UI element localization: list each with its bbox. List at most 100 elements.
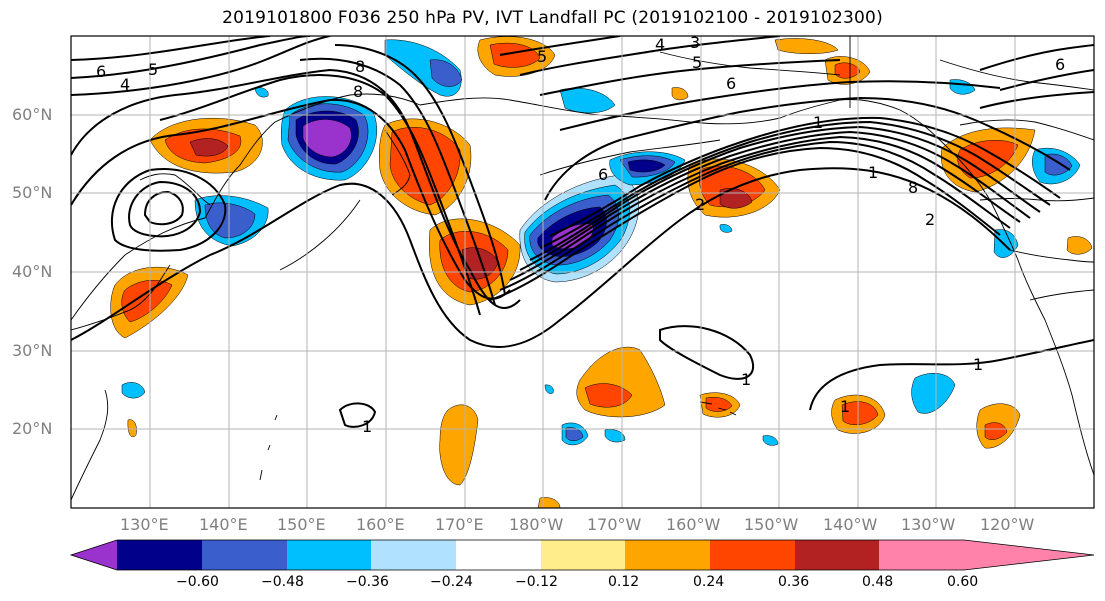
colorbar-swatch — [287, 540, 371, 570]
colorbar-tick-label: 0.36 — [778, 574, 810, 590]
contour-label: 6 — [1055, 55, 1065, 74]
pv-contour — [499, 36, 621, 56]
colorbar-swatch — [371, 540, 456, 570]
pv-contour — [979, 44, 1094, 71]
lat-label-30n: 30°N — [12, 341, 53, 360]
contour-label: 8 — [355, 57, 365, 76]
shade-positive — [774, 38, 839, 54]
coastline — [659, 51, 841, 76]
shade-negative — [565, 427, 584, 441]
coastline — [1009, 249, 1094, 263]
pv-contour — [979, 91, 1094, 109]
shade-positive — [127, 419, 137, 438]
shade-negative — [762, 435, 779, 446]
colorbar-tick-label: −0.36 — [346, 574, 389, 590]
shade-negative — [429, 59, 463, 87]
contour-label: 8 — [353, 82, 363, 101]
lon-label: 170°W — [587, 515, 642, 534]
pv-contour — [519, 130, 1031, 271]
pv-contour — [519, 36, 781, 76]
colorbar-tick-label: −0.60 — [176, 574, 219, 590]
pv-contour — [549, 116, 1061, 237]
coastline — [779, 99, 951, 151]
contour-label: 5 — [148, 60, 158, 79]
pv-contour — [338, 402, 377, 428]
pv-contour — [559, 80, 1001, 131]
pv-contour — [71, 36, 331, 96]
shade-positive — [189, 138, 229, 157]
lon-label: 170°E — [435, 515, 484, 534]
colorbar — [69, 539, 1095, 571]
shade-positive — [834, 62, 861, 79]
shade-positive — [984, 422, 1008, 440]
colorbar-swatch — [456, 540, 541, 570]
contour-label: 1 — [813, 113, 823, 132]
pv-contour — [529, 125, 1041, 261]
coastline — [384, 129, 411, 196]
pv-contour — [499, 140, 1011, 291]
contour-label: 5 — [692, 53, 702, 72]
shade-negative — [302, 119, 352, 158]
contour-label: 6 — [598, 165, 608, 184]
shade-positive — [841, 401, 879, 426]
coastlines-layer — [71, 36, 1094, 501]
contour-label: 8 — [908, 178, 918, 197]
shade-negative — [627, 159, 666, 173]
lon-label: 130°E — [120, 515, 169, 534]
contour-label: 2 — [925, 210, 935, 229]
pv-contour — [128, 180, 202, 238]
pv-contour — [509, 135, 1021, 281]
lon-label: 120°W — [980, 515, 1035, 534]
colorbar-swatch — [541, 540, 625, 570]
shade-negative — [604, 429, 626, 443]
contour-label: 3 — [690, 33, 700, 52]
pv-contour — [544, 96, 1071, 201]
lon-label: 160°E — [356, 515, 405, 534]
lat-label-60n: 60°N — [12, 105, 53, 124]
coastline — [539, 139, 721, 176]
contour-label: 1 — [840, 397, 850, 416]
shade-positive — [705, 397, 733, 412]
colorbar-extend-right — [964, 540, 1094, 570]
contour-label: 4 — [120, 75, 130, 94]
colorbar-swatch — [710, 540, 795, 570]
lat-label-40n: 40°N — [12, 262, 53, 281]
colorbar-tick-label: −0.12 — [515, 574, 558, 590]
shade-negative — [254, 87, 269, 98]
pv-contour — [489, 146, 1001, 301]
pv-contour — [110, 168, 227, 252]
contour-labels: 6 4 5 8 8 4 3 5 6 5 6 1 6 2 1 8 2 1 1 1 … — [96, 33, 1065, 436]
contour-label: 1 — [868, 163, 878, 182]
pv-contours-layer — [71, 36, 1094, 428]
contour-label: 2 — [695, 195, 705, 214]
colorbar-extend-left — [71, 540, 117, 570]
colorbar-tick-label: 0.12 — [608, 574, 640, 590]
figure-title: 2019101800 F036 250 hPa PV, IVT Landfall… — [222, 8, 883, 28]
pv-contour — [143, 190, 184, 226]
shade-negative — [121, 382, 146, 399]
shade-negative — [911, 373, 956, 414]
contour-label: 1 — [973, 355, 983, 374]
coastline — [279, 199, 361, 271]
pv-contour — [299, 57, 496, 306]
lon-label: 180°W — [509, 515, 564, 534]
colorbar-tick-label: 0.24 — [693, 574, 725, 590]
contour-label: 1 — [741, 370, 751, 389]
colorbar-swatch — [117, 540, 202, 570]
coastline — [699, 401, 737, 416]
coastline — [949, 149, 1046, 321]
pv-contour — [659, 325, 755, 380]
lon-label: 130°W — [901, 515, 956, 534]
colorbar-outline — [69, 539, 1095, 571]
lon-label: 140°E — [199, 515, 248, 534]
shade-positive — [489, 42, 541, 68]
coastline — [979, 197, 1094, 202]
graticule — [71, 36, 1094, 508]
coastline — [1029, 289, 1094, 301]
coastline — [259, 414, 278, 481]
contour-label: 5 — [537, 47, 547, 66]
colorbar-swatch — [625, 540, 710, 570]
coastline — [139, 173, 211, 206]
colorbar-tick-label: 0.48 — [862, 574, 894, 590]
